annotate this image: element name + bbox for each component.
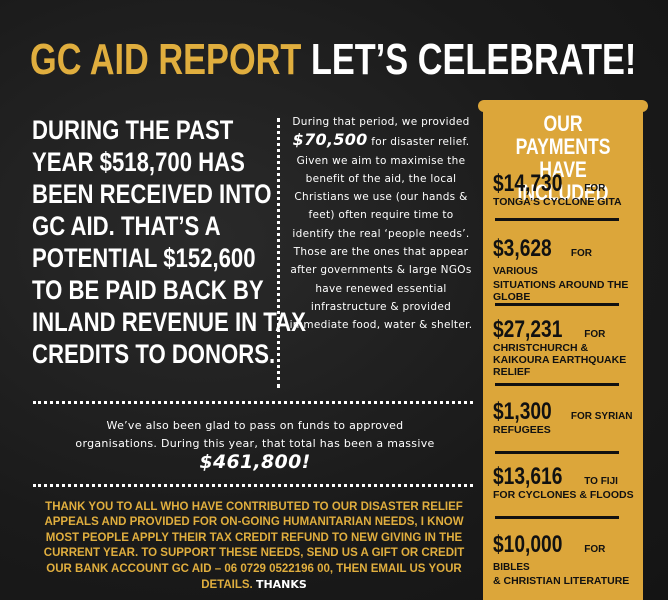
thank-you-message: THANK YOU TO ALL WHO HAVE CONTRIBUTED TO… <box>38 500 470 593</box>
horizontal-dotted-divider <box>33 484 473 487</box>
payment-item: $14,730 FOR TONGA’S CYCLONE GITA <box>493 170 635 209</box>
page-title: GC AID REPORT LET’S CELEBRATE! <box>30 38 636 82</box>
main-line: GC AID. THAT’S A <box>32 211 221 241</box>
payment-amount: $13,616 <box>493 463 563 490</box>
payment-desc: FOR CYCLONES & FLOODS <box>493 489 634 501</box>
main-line: POTENTIAL $152,600 <box>32 243 256 273</box>
payment-item: $13,616 TO FIJI FOR CYCLONES & FLOODS <box>493 463 635 502</box>
main-line: CREDITS TO DONORS. <box>32 339 276 369</box>
note-amount: $70,500 <box>292 130 368 150</box>
main-statement: DURING THE PAST YEAR $518,700 HAS BEEN R… <box>32 114 306 370</box>
note-post: for disaster relief. Given we aim to max… <box>289 136 473 332</box>
payment-divider <box>495 516 619 519</box>
main-line: INLAND REVENUE IN TAX <box>32 307 306 337</box>
payment-amount: $27,231 <box>493 316 563 343</box>
approved-organisations-note: We’ve also been glad to pass on funds to… <box>65 417 445 474</box>
payment-desc: SITUATIONS AROUND THE GLOBE <box>493 279 629 303</box>
title-part1: GC AID REPORT <box>30 35 302 84</box>
payment-amount: $14,730 <box>493 170 563 197</box>
payment-for: FOR <box>584 329 606 340</box>
payment-item: $27,231 FOR CHRISTCHURCH & KAIKOURA EART… <box>493 316 635 379</box>
payment-for: FOR SYRIAN <box>570 411 633 422</box>
thanks-text: THANK YOU TO ALL WHO HAVE CONTRIBUTED TO… <box>43 501 465 592</box>
payment-amount: $10,000 <box>493 531 563 558</box>
payment-desc: & CHRISTIAN LITERATURE <box>493 575 630 587</box>
payment-desc: REFUGEES <box>493 424 551 436</box>
payment-desc: TONGA’S CYCLONE GITA <box>493 196 622 208</box>
panel-title-line: OUR PAYMENTS <box>515 111 611 159</box>
panel-title: OUR PAYMENTS HAVE INCLUDED <box>499 112 627 204</box>
payment-amount: $1,300 <box>493 398 552 425</box>
payment-for: FOR VARIOUS <box>493 248 592 277</box>
orgs-amount: $461,800! <box>199 451 311 473</box>
payment-amount: $3,628 <box>493 235 552 262</box>
payment-item: $1,300 FOR SYRIAN REFUGEES <box>493 398 635 437</box>
payment-desc: CHRISTCHURCH & KAIKOURA EARTHQUAKE RELIE… <box>493 342 627 378</box>
payment-for: FOR BIBLES <box>493 544 606 573</box>
main-line: YEAR $518,700 HAS <box>32 147 245 177</box>
main-line: TO BE PAID BACK BY <box>32 275 264 305</box>
horizontal-dotted-divider <box>33 401 473 404</box>
main-line: BEEN RECEIVED INTO <box>32 179 272 209</box>
payment-divider <box>495 383 619 386</box>
payment-divider <box>495 303 619 306</box>
panel-title-line: HAVE INCLUDED <box>517 157 609 205</box>
payment-divider <box>495 451 619 454</box>
payment-item: $3,628 FOR VARIOUS SITUATIONS AROUND THE… <box>493 235 635 304</box>
payment-item: $10,000 FOR BIBLES & CHRISTIAN LITERATUR… <box>493 531 635 588</box>
thanks-sign: Thanks <box>255 578 307 592</box>
title-part2: LET’S CELEBRATE! <box>310 35 637 84</box>
main-line: DURING THE PAST <box>32 115 234 145</box>
vertical-dotted-divider <box>277 118 280 388</box>
payment-for: FOR <box>584 183 606 194</box>
note-pre: During that period, we provided <box>292 116 470 128</box>
payment-divider <box>495 218 619 221</box>
payment-for: TO FIJI <box>584 476 618 487</box>
disaster-relief-note: During that period, we provided $70,500 … <box>288 113 474 335</box>
orgs-pre: We’ve also been glad to pass on funds to… <box>75 419 435 450</box>
